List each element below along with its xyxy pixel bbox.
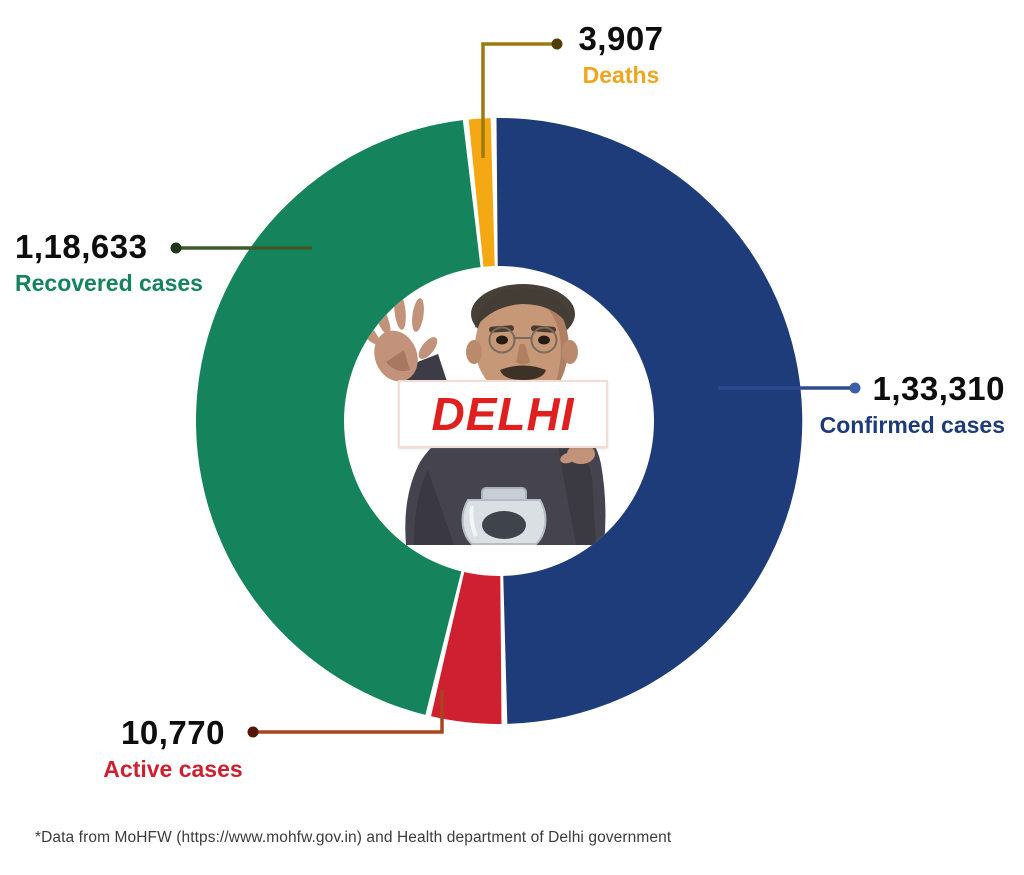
slice-confirmed	[496, 117, 803, 724]
active-leader-line	[253, 690, 444, 734]
active-label: Active cases	[103, 755, 243, 782]
confirmed-callout: 1,33,310 Confirmed cases	[819, 370, 1005, 438]
deaths-leader-line	[481, 42, 557, 158]
glasses-icon	[488, 326, 558, 354]
slice-deaths	[468, 118, 495, 268]
data-source-note: *Data from MoHFW (https://www.mohfw.gov.…	[35, 829, 672, 846]
recovered-leader-dot	[170, 242, 182, 254]
confirmed-value: 1,33,310	[872, 370, 1005, 407]
deaths-leader-dot	[551, 38, 563, 50]
delhi-sign-text: DELHI	[431, 388, 575, 440]
glass-jar	[461, 487, 547, 545]
deaths-callout: 3,907 Deaths	[556, 20, 686, 88]
active-value: 10,770	[121, 714, 225, 751]
callout-lines	[170, 38, 861, 738]
donut-center: DELHI	[344, 266, 654, 576]
recovered-callout: 1,18,633 Recovered cases	[15, 228, 203, 296]
slice-recovered	[195, 120, 481, 715]
recovered-label: Recovered cases	[15, 269, 203, 296]
deaths-label: Deaths	[582, 61, 660, 88]
donut-slices	[195, 117, 803, 725]
slice-active	[431, 571, 502, 725]
delhi-sign: DELHI	[398, 380, 608, 448]
deaths-value: 3,907	[578, 20, 664, 57]
active-callout: 10,770 Active cases	[93, 714, 253, 782]
confirmed-leader-dot	[849, 382, 861, 394]
recovered-value: 1,18,633	[15, 228, 148, 265]
confirmed-label: Confirmed cases	[819, 411, 1005, 438]
active-leader-dot	[247, 726, 259, 738]
